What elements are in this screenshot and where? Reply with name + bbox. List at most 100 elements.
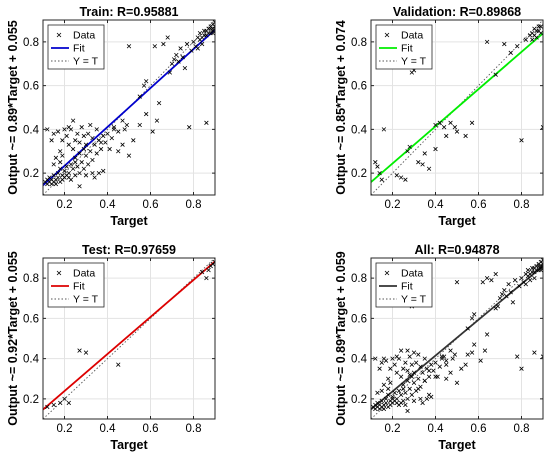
data-point <box>92 175 97 180</box>
y-axis-label: Output ~= 0.85*Target + 0.074 <box>334 20 348 195</box>
data-point <box>392 390 397 396</box>
x-tick-label: 0.6 <box>471 423 487 435</box>
data-point <box>398 175 404 180</box>
data-point <box>469 350 475 355</box>
legend-label: Data <box>73 268 95 280</box>
data-point <box>429 362 434 367</box>
y-axis-label: Output ~= 0.89*Target + 0.055 <box>6 20 20 195</box>
data-point <box>484 39 490 45</box>
data-point <box>64 133 69 139</box>
x-tick-label: 0.4 <box>428 199 445 211</box>
data-point <box>176 59 181 64</box>
data-point <box>375 390 380 396</box>
data-point <box>77 151 82 156</box>
x-tick-label: 0.8 <box>186 199 202 211</box>
axes-box <box>42 257 216 420</box>
data-point <box>103 140 108 145</box>
regression-panel-3: 0.2 0.4 0.6 0.8 0.2 0.4 0.6 0.8 Test: R=0.97659 T… <box>6 243 216 452</box>
data-point <box>126 44 132 49</box>
data-point <box>523 37 528 42</box>
legend-label: Fit <box>73 281 85 293</box>
fit-line <box>371 265 543 411</box>
legend-data-marker <box>56 32 62 38</box>
data-point <box>416 352 421 357</box>
data-point <box>525 267 531 273</box>
data-point <box>152 44 157 49</box>
legend-label: Data <box>401 30 423 42</box>
x-axis-label: Target <box>110 214 148 228</box>
data-point <box>184 41 190 47</box>
data-point <box>426 166 432 171</box>
axes-box <box>370 19 544 196</box>
data-point <box>441 354 447 359</box>
y-tick-label: 0.6 <box>23 81 39 93</box>
data-point <box>199 269 205 275</box>
data-point <box>405 378 410 383</box>
data-point <box>418 364 423 369</box>
data-point <box>187 125 192 130</box>
data-point <box>422 356 427 361</box>
data-point <box>472 312 477 317</box>
data-point <box>58 149 63 154</box>
data-point <box>81 146 87 152</box>
data-point <box>197 30 203 36</box>
y-axis-label: Output ~= 0.92*Target + 0.055 <box>6 251 20 426</box>
data-point <box>180 55 185 60</box>
x-tick-label: 0.6 <box>143 423 159 435</box>
data-point <box>398 348 404 353</box>
data-point <box>144 111 149 117</box>
legend-label: Fit <box>401 43 413 55</box>
data-point <box>411 370 417 375</box>
data-point <box>502 288 507 293</box>
x-tick-label: 0.2 <box>385 423 401 435</box>
data-point <box>433 146 438 152</box>
data-point <box>459 366 464 371</box>
data-point <box>411 350 417 355</box>
data-point <box>416 386 421 391</box>
data-point <box>381 406 387 412</box>
data-point <box>73 155 78 160</box>
x-tick-label: 0.8 <box>514 199 530 211</box>
y-tick-label: 0.2 <box>23 394 39 406</box>
legend-label: Y = T <box>401 294 427 306</box>
x-tick-label: 0.2 <box>57 423 73 435</box>
regression-panel-1: 0.2 0.4 0.6 0.8 0.2 0.4 0.6 0.8 Train: R=0.95881… <box>6 5 216 228</box>
data-point <box>58 400 63 406</box>
data-point <box>532 275 537 281</box>
x-tick-label: 0.4 <box>100 199 117 211</box>
data-point <box>165 35 170 40</box>
data-point <box>478 358 483 363</box>
data-point <box>109 135 114 141</box>
data-point <box>499 292 505 297</box>
y-tick-label: 0.8 <box>23 273 39 285</box>
y-tick-label: 0.8 <box>351 273 367 285</box>
data-point <box>210 30 215 36</box>
data-point <box>64 164 69 169</box>
data-point <box>465 352 470 357</box>
data-point <box>510 300 516 305</box>
data-point <box>426 368 432 373</box>
data-point <box>199 41 205 47</box>
data-point <box>68 177 74 182</box>
data-point <box>444 376 449 381</box>
data-point <box>450 356 455 361</box>
data-point <box>472 342 477 347</box>
data-point <box>88 122 93 128</box>
legend-label: Fit <box>73 43 85 55</box>
data-point <box>51 402 56 408</box>
data-point <box>137 94 142 99</box>
data-point <box>540 258 543 263</box>
data-point <box>101 168 106 174</box>
data-point <box>418 396 423 402</box>
data-point <box>379 360 384 365</box>
data-point <box>407 144 412 150</box>
data-point <box>126 153 132 158</box>
data-point <box>77 348 82 353</box>
data-point <box>469 120 475 125</box>
data-point <box>379 177 384 182</box>
data-point <box>377 170 382 176</box>
data-point <box>90 157 95 163</box>
legend-label: Data <box>73 30 95 42</box>
data-point <box>120 142 125 147</box>
